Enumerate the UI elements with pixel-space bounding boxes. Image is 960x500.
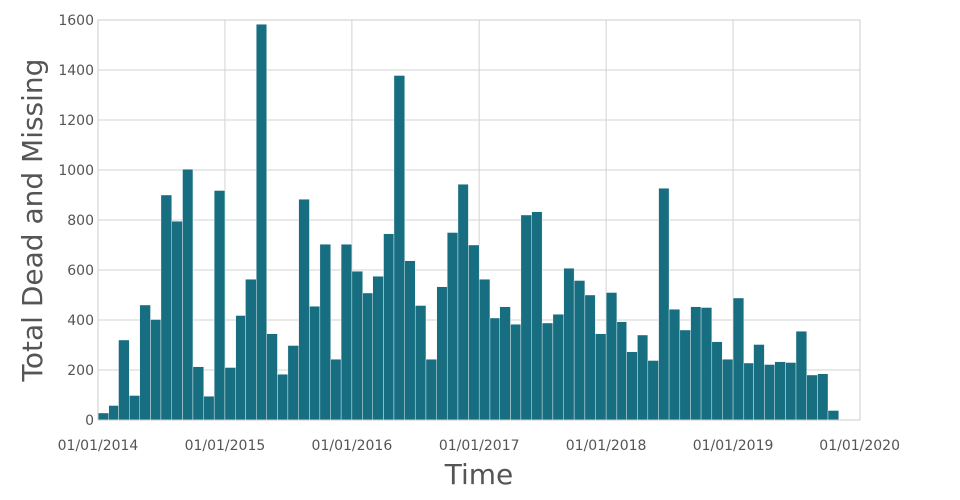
bar bbox=[330, 359, 342, 421]
x-axis-ticks: 01/01/2014 01/01/2015 01/01/2016 01/01/2017… bbox=[58, 438, 900, 454]
bar bbox=[478, 279, 491, 421]
bar bbox=[245, 279, 257, 421]
bar bbox=[647, 360, 659, 421]
bar bbox=[785, 362, 797, 421]
bar bbox=[795, 331, 807, 421]
x-tick-label: 01/01/2019 bbox=[693, 438, 774, 454]
y-tick-label: 200 bbox=[67, 363, 94, 379]
bar bbox=[446, 232, 459, 421]
bar bbox=[616, 321, 627, 421]
bar bbox=[277, 374, 289, 421]
bar bbox=[711, 341, 723, 421]
x-tick-label: 01/01/2016 bbox=[312, 438, 393, 454]
y-tick-label: 1400 bbox=[58, 63, 94, 79]
x-tick-label: 01/01/2015 bbox=[185, 438, 266, 454]
bar bbox=[827, 410, 839, 421]
bar bbox=[468, 244, 480, 421]
y-tick-label: 600 bbox=[67, 263, 94, 279]
y-tick-label: 0 bbox=[85, 413, 94, 429]
bar bbox=[584, 294, 596, 421]
bar bbox=[182, 169, 194, 421]
bar bbox=[319, 244, 331, 421]
plot-frame bbox=[97, 19, 861, 421]
bar bbox=[309, 306, 321, 421]
x-tick-label: 01/01/2020 bbox=[819, 438, 900, 454]
bar bbox=[605, 292, 618, 421]
bar bbox=[563, 268, 575, 421]
bar bbox=[552, 314, 564, 421]
bar bbox=[298, 199, 310, 421]
bar bbox=[362, 292, 373, 421]
x-tick-label: 01/01/2018 bbox=[566, 438, 647, 454]
y-tick-label: 1200 bbox=[58, 113, 94, 129]
bar bbox=[679, 329, 691, 421]
bar bbox=[235, 315, 246, 421]
bar bbox=[139, 304, 151, 421]
bar bbox=[595, 333, 607, 421]
bar bbox=[817, 373, 829, 421]
bar bbox=[108, 405, 119, 421]
bar bbox=[393, 75, 405, 421]
bar bbox=[351, 271, 363, 421]
bar bbox=[637, 334, 649, 421]
y-axis-title: Total Dead and Missing bbox=[16, 59, 49, 383]
x-tick-label: 01/01/2014 bbox=[58, 438, 139, 454]
y-tick-label: 1600 bbox=[58, 13, 94, 29]
bar bbox=[118, 339, 130, 421]
bar bbox=[213, 190, 226, 421]
bar bbox=[160, 194, 172, 421]
bar bbox=[499, 306, 511, 421]
bar bbox=[266, 333, 278, 421]
x-tick-label: 01/01/2017 bbox=[439, 438, 520, 454]
bar bbox=[224, 367, 236, 421]
bar bbox=[573, 280, 586, 421]
bar bbox=[668, 309, 681, 421]
bar bbox=[732, 297, 745, 421]
bar bbox=[383, 233, 395, 421]
bar bbox=[690, 306, 702, 421]
bar bbox=[192, 366, 204, 421]
bar bbox=[489, 317, 500, 421]
bar bbox=[97, 412, 109, 421]
y-tick-label: 800 bbox=[67, 213, 94, 229]
bar bbox=[436, 286, 448, 421]
bar bbox=[764, 364, 775, 421]
bar bbox=[340, 244, 353, 421]
bar bbox=[753, 344, 765, 421]
bar bbox=[774, 361, 786, 421]
bar bbox=[806, 374, 818, 421]
bar bbox=[414, 305, 427, 421]
bar bbox=[256, 24, 267, 421]
y-axis-ticks: 0 200 400 600 800 1000 1200 1400 1600 bbox=[58, 13, 94, 429]
bar bbox=[531, 211, 543, 421]
bar bbox=[404, 260, 416, 421]
bar bbox=[287, 345, 299, 421]
bars bbox=[97, 24, 839, 421]
bar bbox=[722, 359, 734, 421]
bar bbox=[203, 396, 215, 421]
bar bbox=[743, 362, 754, 421]
bar bbox=[541, 322, 554, 421]
bar bbox=[626, 351, 638, 421]
bar bbox=[520, 214, 532, 421]
bar bbox=[129, 395, 140, 421]
bar bbox=[171, 221, 183, 421]
bar bbox=[658, 188, 670, 421]
bar bbox=[510, 324, 522, 421]
y-tick-label: 1000 bbox=[58, 163, 94, 179]
bar bbox=[700, 307, 713, 421]
bar bbox=[425, 359, 437, 421]
bar bbox=[150, 319, 162, 421]
y-tick-label: 400 bbox=[67, 313, 94, 329]
bar bbox=[372, 276, 384, 421]
bar bbox=[457, 184, 469, 421]
x-axis-title: Time bbox=[444, 458, 514, 491]
